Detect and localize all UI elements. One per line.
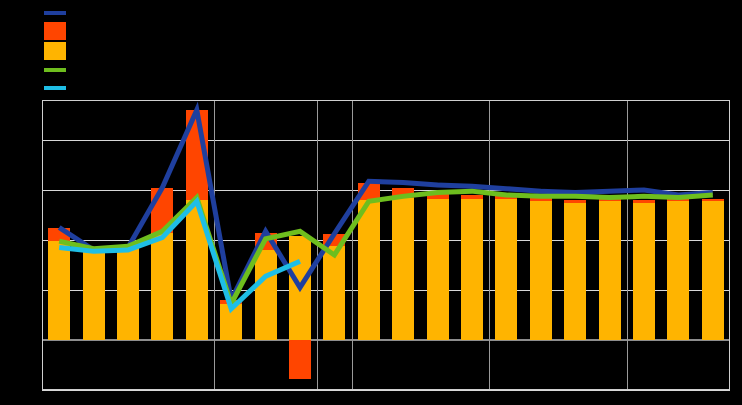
legend-item[interactable] — [44, 62, 74, 78]
bar — [48, 241, 71, 340]
bar — [667, 201, 690, 340]
line-series — [57, 101, 713, 308]
category-separator-gridline — [627, 100, 628, 390]
line-layer — [57, 101, 713, 314]
category-separator-gridline — [489, 100, 490, 390]
bar — [185, 200, 208, 340]
legend-line-swatch-icon — [44, 86, 66, 90]
plot-area — [42, 100, 730, 391]
bar — [633, 202, 655, 340]
line-series — [58, 188, 713, 311]
category-separator-gridline — [352, 100, 353, 390]
legend-item[interactable] — [44, 5, 74, 21]
legend-box-swatch-icon — [44, 42, 66, 60]
horizontal-gridline — [42, 140, 730, 141]
bar — [392, 197, 415, 340]
legend-line-swatch-icon — [44, 68, 66, 72]
horizontal-gridline — [42, 190, 730, 191]
bar — [323, 246, 346, 340]
bar — [289, 340, 311, 379]
bar — [426, 198, 449, 340]
horizontal-gridline — [42, 240, 730, 241]
zero-line — [42, 339, 730, 341]
legend-item[interactable] — [44, 42, 74, 60]
bar — [82, 250, 105, 340]
bar — [701, 201, 724, 340]
legend-item[interactable] — [44, 80, 74, 96]
legend-item[interactable] — [44, 22, 74, 40]
bar — [564, 202, 587, 340]
horizontal-gridline — [42, 290, 730, 291]
bar — [529, 201, 552, 340]
bar — [461, 198, 483, 340]
legend-box-swatch-icon — [44, 22, 66, 40]
line-series — [58, 196, 301, 314]
bar — [117, 247, 139, 340]
chart-legend — [44, 2, 304, 90]
bar — [220, 303, 243, 340]
bar — [495, 198, 518, 340]
bar-layer — [42, 100, 730, 390]
horizontal-gridline — [42, 390, 730, 391]
bar — [357, 200, 380, 340]
legend-line-swatch-icon — [44, 11, 66, 15]
bar — [151, 232, 174, 340]
plot-border — [42, 100, 730, 390]
bar — [598, 201, 621, 340]
